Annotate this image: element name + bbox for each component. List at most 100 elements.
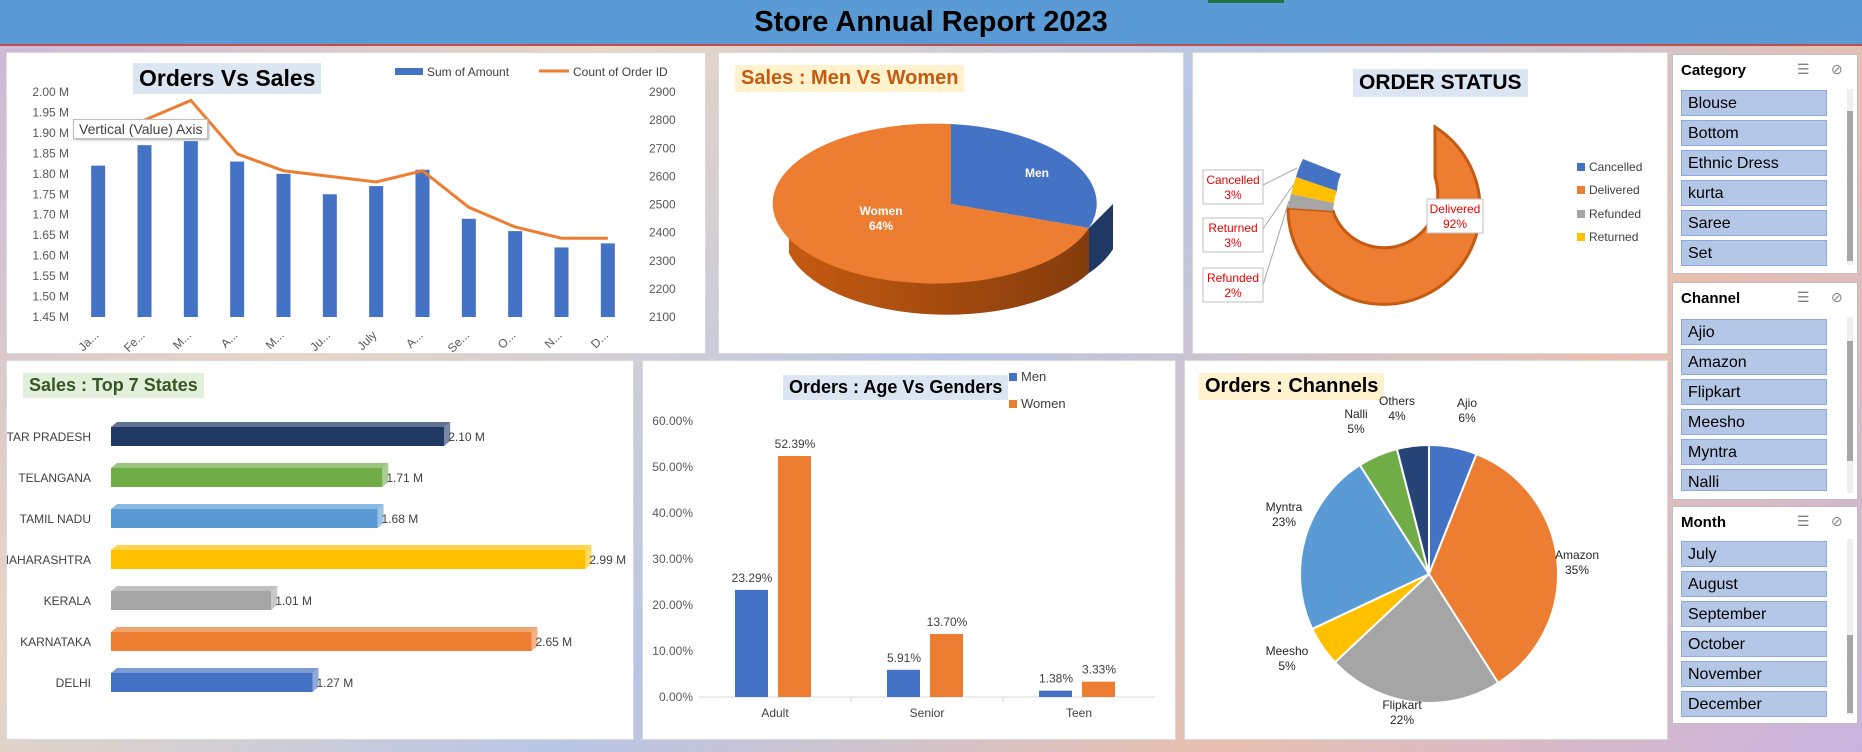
- channel-slicer[interactable]: Channel ☰ ⊘ Ajio Amazon Flipkart Meesho …: [1672, 282, 1858, 500]
- slicer-item-set[interactable]: Set: [1681, 240, 1827, 266]
- state-bar-top: [111, 463, 389, 468]
- channel-pct-label: 5%: [1347, 422, 1365, 436]
- slicer-item-october[interactable]: October: [1681, 631, 1827, 657]
- state-bar-top: [111, 504, 384, 509]
- age-vs-gender-chart[interactable]: Men Women 60.00% 50.00% 40.00% 30.00% 20.00%…: [643, 361, 1175, 739]
- state-bar[interactable]: [111, 468, 383, 487]
- legend-delivered-swatch: [1577, 186, 1585, 194]
- top-states-title: Sales : Top 7 States: [23, 373, 204, 398]
- slicer-item-december[interactable]: December: [1681, 691, 1827, 717]
- category-scroll-thumb[interactable]: [1847, 111, 1853, 261]
- legend-bar-swatch: [395, 68, 423, 75]
- state-bar[interactable]: [111, 673, 313, 692]
- women-slice-side: [789, 208, 1089, 315]
- top-states-chart[interactable]: UTTAR PRADESH 2.10 M TELANGANA 1.71 M TAMIL …: [7, 361, 633, 739]
- refunded-slice[interactable]: [1288, 194, 1334, 211]
- slicer-item-blouse[interactable]: Blouse: [1681, 90, 1827, 116]
- amount-bar[interactable]: [183, 141, 198, 317]
- multi-select-icon[interactable]: ☰: [1797, 289, 1810, 305]
- clear-filter-icon[interactable]: ⊘: [1831, 513, 1843, 529]
- amount-bar[interactable]: [91, 165, 106, 317]
- month-scroll-thumb[interactable]: [1847, 635, 1853, 713]
- left-axis-tick: 1.90 M: [32, 126, 69, 140]
- channel-slice[interactable]: [1299, 463, 1431, 631]
- state-bar[interactable]: [111, 632, 532, 651]
- channel-scroll-thumb[interactable]: [1847, 341, 1853, 461]
- amount-bar[interactable]: [508, 231, 523, 317]
- clear-filter-icon[interactable]: ⊘: [1831, 289, 1843, 305]
- women-bar[interactable]: [778, 456, 811, 697]
- state-bar[interactable]: [111, 509, 378, 528]
- cancelled-slice[interactable]: [1296, 159, 1341, 191]
- state-bar[interactable]: [111, 591, 272, 610]
- amount-bar[interactable]: [369, 186, 384, 317]
- amount-bar[interactable]: [554, 247, 569, 317]
- men-bar[interactable]: [887, 669, 920, 697]
- amount-bar[interactable]: [276, 173, 291, 317]
- amount-bar[interactable]: [415, 169, 430, 317]
- left-axis-tick: 1.55 M: [32, 269, 69, 283]
- month-slicer[interactable]: Month ☰ ⊘ July August September October …: [1672, 506, 1858, 724]
- channel-slice[interactable]: [1395, 443, 1430, 575]
- state-value-label: 2.10 M: [448, 430, 485, 444]
- order-status-panel[interactable]: ORDER STATUS Cancelled 3% Returned 3% Re…: [1192, 52, 1668, 354]
- state-bar-side: [585, 545, 592, 569]
- left-axis-tick: 1.80 M: [32, 167, 69, 181]
- order-count-line[interactable]: [97, 98, 608, 240]
- category-slicer-title: Category: [1681, 62, 1747, 79]
- amount-bar[interactable]: [600, 243, 615, 317]
- x-axis-label: O...: [495, 328, 519, 352]
- slicer-item-saree[interactable]: Saree: [1681, 210, 1827, 236]
- channel-slice[interactable]: [1333, 572, 1500, 704]
- orders-vs-sales-chart[interactable]: Sum of Amount Count of Order ID 2.00 M 1.…: [7, 53, 705, 353]
- month-scrollbar[interactable]: [1847, 539, 1853, 715]
- slicer-item-bottom[interactable]: Bottom: [1681, 120, 1827, 146]
- channels-title: Orders : Channels: [1199, 373, 1385, 400]
- men-vs-women-pie[interactable]: Men Women 64%: [719, 53, 1183, 353]
- slicer-item-july[interactable]: July: [1681, 541, 1827, 567]
- amount-bar[interactable]: [137, 145, 152, 317]
- slicer-item-flipkart[interactable]: Flipkart: [1681, 379, 1827, 405]
- state-label: KERALA: [44, 594, 91, 608]
- women-bar[interactable]: [930, 633, 963, 697]
- slicer-item-september[interactable]: September: [1681, 601, 1827, 627]
- clear-filter-icon[interactable]: ⊘: [1831, 61, 1843, 77]
- multi-select-icon[interactable]: ☰: [1797, 513, 1810, 529]
- men-slice-side: [1089, 204, 1113, 273]
- slicer-item-nalli[interactable]: Nalli: [1681, 469, 1827, 491]
- returned-slice[interactable]: [1291, 177, 1337, 203]
- multi-select-icon[interactable]: ☰: [1797, 61, 1810, 77]
- men-vs-women-panel[interactable]: Sales : Men Vs Women Men Women 64%: [718, 52, 1184, 354]
- slicer-item-myntra[interactable]: Myntra: [1681, 439, 1827, 465]
- slicer-item-meesho[interactable]: Meesho: [1681, 409, 1827, 435]
- women-slice[interactable]: [772, 123, 1089, 284]
- category-slicer[interactable]: Category ☰ ⊘ Blouse Bottom Ethnic Dress …: [1672, 54, 1858, 274]
- order-status-donut[interactable]: Cancelled 3% Returned 3% Refunded 2% Del…: [1193, 53, 1667, 353]
- x-axis-label: July: [354, 328, 379, 353]
- channels-panel[interactable]: Orders : Channels Ajio 6% Amazon 35% Flipkar…: [1184, 360, 1668, 740]
- men-bar[interactable]: [735, 589, 768, 697]
- slicer-item-amazon[interactable]: Amazon: [1681, 349, 1827, 375]
- women-bar[interactable]: [1082, 681, 1115, 697]
- x-axis-label: M...: [170, 328, 194, 352]
- slicer-item-ajio[interactable]: Ajio: [1681, 319, 1827, 345]
- slicer-item-august[interactable]: August: [1681, 571, 1827, 597]
- top-states-panel[interactable]: Sales : Top 7 States UTTAR PRADESH 2.10 M…: [6, 360, 634, 740]
- slicer-item-kurta[interactable]: kurta: [1681, 180, 1827, 206]
- men-slice[interactable]: [951, 124, 1097, 228]
- legend-returned: Returned: [1589, 230, 1638, 244]
- amount-bar[interactable]: [230, 161, 245, 317]
- state-bar[interactable]: [111, 550, 586, 569]
- channel-slicer-header: Channel ☰ ⊘: [1673, 283, 1857, 311]
- age-vs-gender-panel[interactable]: Orders : Age Vs Genders Men Women 60.00%…: [642, 360, 1176, 740]
- slicer-item-november[interactable]: November: [1681, 661, 1827, 687]
- channel-slice[interactable]: [1427, 452, 1559, 685]
- amount-bar[interactable]: [461, 218, 476, 317]
- legend-refunded: Refunded: [1589, 207, 1641, 221]
- men-bar[interactable]: [1039, 690, 1072, 697]
- slicer-item-ethnic-dress[interactable]: Ethnic Dress: [1681, 150, 1827, 176]
- amount-bar[interactable]: [322, 194, 337, 317]
- orders-vs-sales-panel[interactable]: Orders Vs Sales Sum of Amount Count of O…: [6, 52, 706, 354]
- channels-pie[interactable]: Ajio6%Amazon35%Flipkart22%Meesho5%Myntra…: [1185, 361, 1667, 739]
- state-bar[interactable]: [111, 427, 445, 446]
